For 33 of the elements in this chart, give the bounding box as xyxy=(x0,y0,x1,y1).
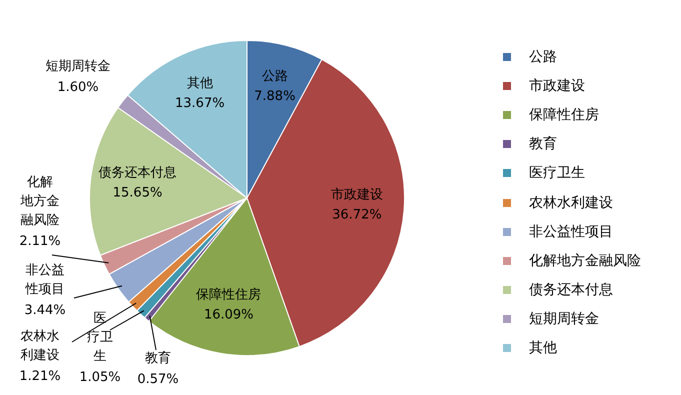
legend-label: 农林水利建设 xyxy=(529,194,613,212)
legend-label: 公路 xyxy=(529,48,557,66)
legend-label: 短期周转金 xyxy=(529,310,599,328)
legend-label: 其他 xyxy=(529,339,557,358)
legend-label: 教育 xyxy=(529,135,557,154)
slice-label: 化解地方金融风险 xyxy=(20,174,60,228)
data-label: 2.11% xyxy=(19,234,61,249)
data-label: 1.21% xyxy=(19,368,61,384)
data-label: 7.88% xyxy=(254,88,296,104)
data-label: 1.60% xyxy=(57,80,99,95)
slice-label: 债务还本付息 xyxy=(98,166,177,181)
slice-label: 农林水利建设 xyxy=(20,328,60,363)
legend-label: 非公益性项目 xyxy=(529,222,613,241)
slice-label: 公路 xyxy=(262,68,288,84)
slice-label: 保障性住房 xyxy=(196,286,262,303)
legend-label: 保障性住房 xyxy=(529,106,599,124)
legend-label: 化解地方金融风险 xyxy=(529,252,641,270)
slice-label: 教育 xyxy=(145,350,171,366)
slice-label: 非公益性项目 xyxy=(24,262,64,297)
data-label: 36.72% xyxy=(332,207,382,222)
legend-label: 医疗卫生 xyxy=(529,164,585,182)
slice-label: 其他 xyxy=(186,76,213,91)
legend-label: 市政建设 xyxy=(529,76,585,95)
data-label: 13.67% xyxy=(174,96,225,111)
data-label: 16.09% xyxy=(204,308,254,323)
data-label: 1.05% xyxy=(79,370,121,385)
slice-label: 市政建设 xyxy=(330,187,383,202)
legend-label: 债务还本付息 xyxy=(529,281,613,300)
data-label: 0.57% xyxy=(137,372,179,387)
slice-label: 短期周转金 xyxy=(46,58,110,74)
data-label: 3.44% xyxy=(24,302,66,318)
data-label: 15.65% xyxy=(112,186,162,201)
slice-label: 医疗卫生 xyxy=(87,310,113,364)
